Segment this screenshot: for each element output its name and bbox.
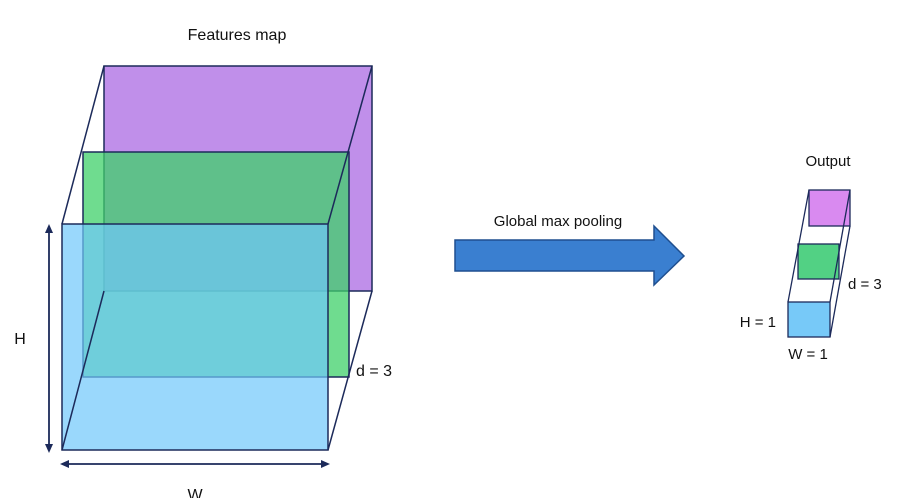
feature-map-depth-label: d = 3 [356,363,392,380]
output-channel-middle [797,243,840,280]
output-height-label: H = 1 [740,314,776,331]
pooling-arrow-shape [454,224,686,287]
feature-map-height-label: H [14,331,26,348]
output-title: Output [805,153,851,170]
output-depth-edges [787,189,851,338]
output-column [787,189,851,338]
output-depth-label: d = 3 [848,276,882,293]
output-width-label: W = 1 [788,346,828,363]
feature-map-width-label: W [187,487,203,498]
pooling-operation-label: Global max pooling [494,213,622,230]
feature-map-depth-edges [61,65,373,451]
feature-map-cube [61,65,373,451]
output-channel-back [808,189,851,227]
feature-map-title: Features map [188,27,287,44]
feature-map-channel-front [61,223,329,451]
pooling-arrow [454,224,686,287]
output-channel-front [787,301,831,338]
